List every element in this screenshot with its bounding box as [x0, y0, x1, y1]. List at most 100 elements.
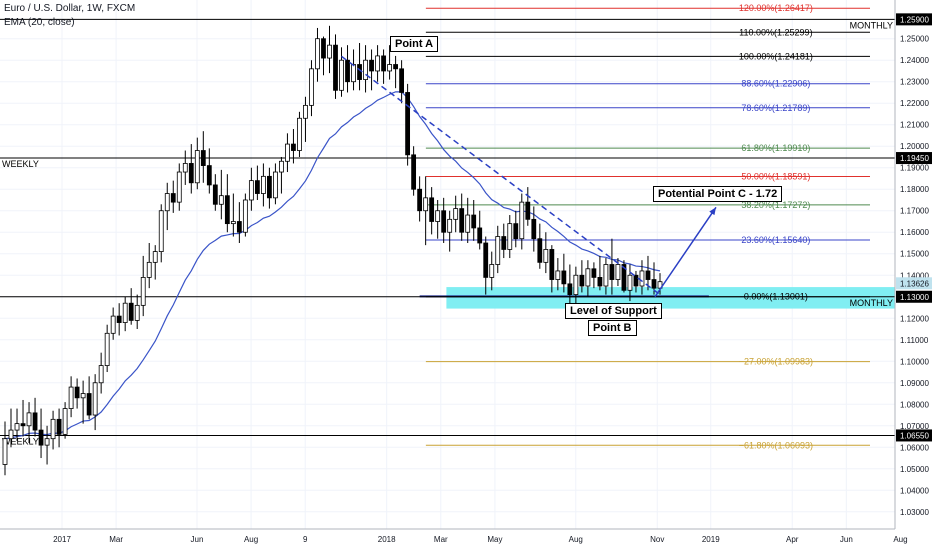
point-a-label: Point A	[390, 36, 439, 52]
price-tag	[896, 13, 932, 26]
candle-body	[453, 208, 459, 220]
candle-body	[104, 332, 110, 366]
point-c-label: Potential Point C - 1.72	[653, 186, 783, 202]
candle-body	[369, 59, 374, 72]
candle-body	[200, 150, 206, 166]
y-tick-label: 1.06000	[900, 443, 929, 452]
candle-body	[381, 55, 386, 72]
point-b-label: Point B	[588, 320, 637, 336]
candle-body	[291, 143, 296, 151]
x-tick-label: Aug	[893, 535, 907, 544]
candle-body	[146, 261, 152, 278]
y-tick-label: 1.10000	[900, 357, 929, 366]
fib-level-label: 120.00%(1.26417)	[739, 3, 813, 13]
fib-level-label: 88.60%(1.22906)	[741, 79, 810, 89]
candle-body	[56, 418, 62, 435]
candle-body	[555, 270, 561, 280]
projection-arrow	[654, 206, 717, 298]
candle-body	[621, 264, 627, 291]
key-level-label: MONTHLY	[850, 20, 893, 30]
candle-body	[345, 59, 350, 83]
key-level-label: WEEKLY	[2, 436, 39, 446]
candle-body	[14, 423, 20, 431]
candle-body	[158, 210, 164, 252]
x-tick-label: Mar	[109, 535, 123, 544]
candle-body	[8, 429, 14, 440]
fib-level-label: 0.00%(1.13001)	[744, 292, 808, 302]
candle-body	[164, 193, 170, 212]
y-tick-label: 1.25000	[900, 35, 929, 44]
candle-body	[549, 249, 555, 280]
x-tick-label: Nov	[650, 535, 664, 544]
candle-body	[537, 238, 543, 263]
candle-body	[2, 438, 8, 465]
candle-body	[591, 268, 597, 278]
price-tag	[896, 152, 932, 165]
y-tick-label: 1.17000	[900, 207, 929, 216]
price-tag-label: 1.13000	[900, 293, 929, 302]
candle-body	[357, 64, 362, 80]
y-tick-label: 1.23000	[900, 78, 929, 87]
candle-body	[447, 218, 453, 233]
candle-body	[267, 175, 272, 199]
candle-body	[465, 214, 471, 233]
y-tick-label: 1.07000	[900, 422, 929, 431]
trendline	[341, 55, 661, 296]
candle-body	[140, 277, 146, 306]
x-tick-label: 2017	[53, 535, 71, 544]
candle-body	[525, 201, 531, 220]
fib-level-label: 110.00%(1.25299)	[739, 27, 812, 37]
candle-body	[645, 270, 651, 280]
candle-body	[639, 270, 645, 287]
y-tick-label: 1.22000	[900, 99, 929, 108]
candle-body	[26, 412, 32, 427]
candle-body	[615, 264, 621, 280]
candle-body	[471, 214, 477, 229]
candle-body	[273, 171, 278, 199]
candle-body	[567, 283, 573, 296]
candle-body	[411, 154, 417, 190]
x-tick-label: Jun	[840, 535, 853, 544]
indicator-legend: EMA (20, close)	[4, 17, 75, 28]
candle-body	[188, 163, 194, 184]
ema-path	[4, 91, 661, 440]
candle-body	[531, 218, 537, 240]
price-tag-label: 1.06550	[900, 431, 929, 440]
y-tick-label: 1.12000	[900, 314, 929, 323]
symbol-title: Euro / U.S. Dollar, 1W, FXCM	[4, 3, 136, 14]
y-tick-label: 1.15000	[900, 250, 929, 259]
y-tick-label: 1.04000	[900, 486, 929, 495]
candle-body	[206, 165, 212, 186]
candle-body	[224, 195, 230, 225]
candle-body	[477, 227, 483, 244]
candle-body	[194, 150, 200, 184]
fib-level-label: −61.80%(1.06093)	[739, 440, 813, 450]
y-tick-label: 1.20000	[900, 142, 929, 151]
candle-body	[38, 429, 44, 446]
support-label: Level of Support	[565, 303, 662, 319]
candle-body	[579, 274, 585, 287]
fibonacci-levels: 120.00%(1.26417) 110.00%(1.25299) 100.00%(…	[425, 3, 870, 450]
candle-body	[116, 315, 122, 323]
candle-body	[315, 38, 320, 70]
candle-body	[495, 236, 501, 265]
candle-body	[327, 44, 332, 59]
price-tag-label: 1.19450	[900, 154, 929, 163]
candle-body	[44, 438, 50, 446]
candle-body	[483, 242, 489, 278]
candle-body	[170, 193, 176, 203]
y-tick-label: 1.11000	[900, 336, 929, 345]
time-axis-bg	[0, 529, 932, 550]
candle-body	[507, 223, 513, 250]
x-tick-label: 9	[303, 535, 308, 544]
candle-body	[393, 64, 398, 70]
candle-body	[218, 195, 224, 205]
x-tick-label: Apr	[786, 535, 799, 544]
projection-arrowhead	[709, 207, 716, 216]
price-tag-label: 1.13626	[900, 279, 929, 288]
fib-level-label: 100.00%(1.24181)	[739, 51, 813, 61]
candle-body	[134, 304, 140, 321]
candle-body	[297, 117, 302, 151]
candle-body	[182, 163, 188, 173]
